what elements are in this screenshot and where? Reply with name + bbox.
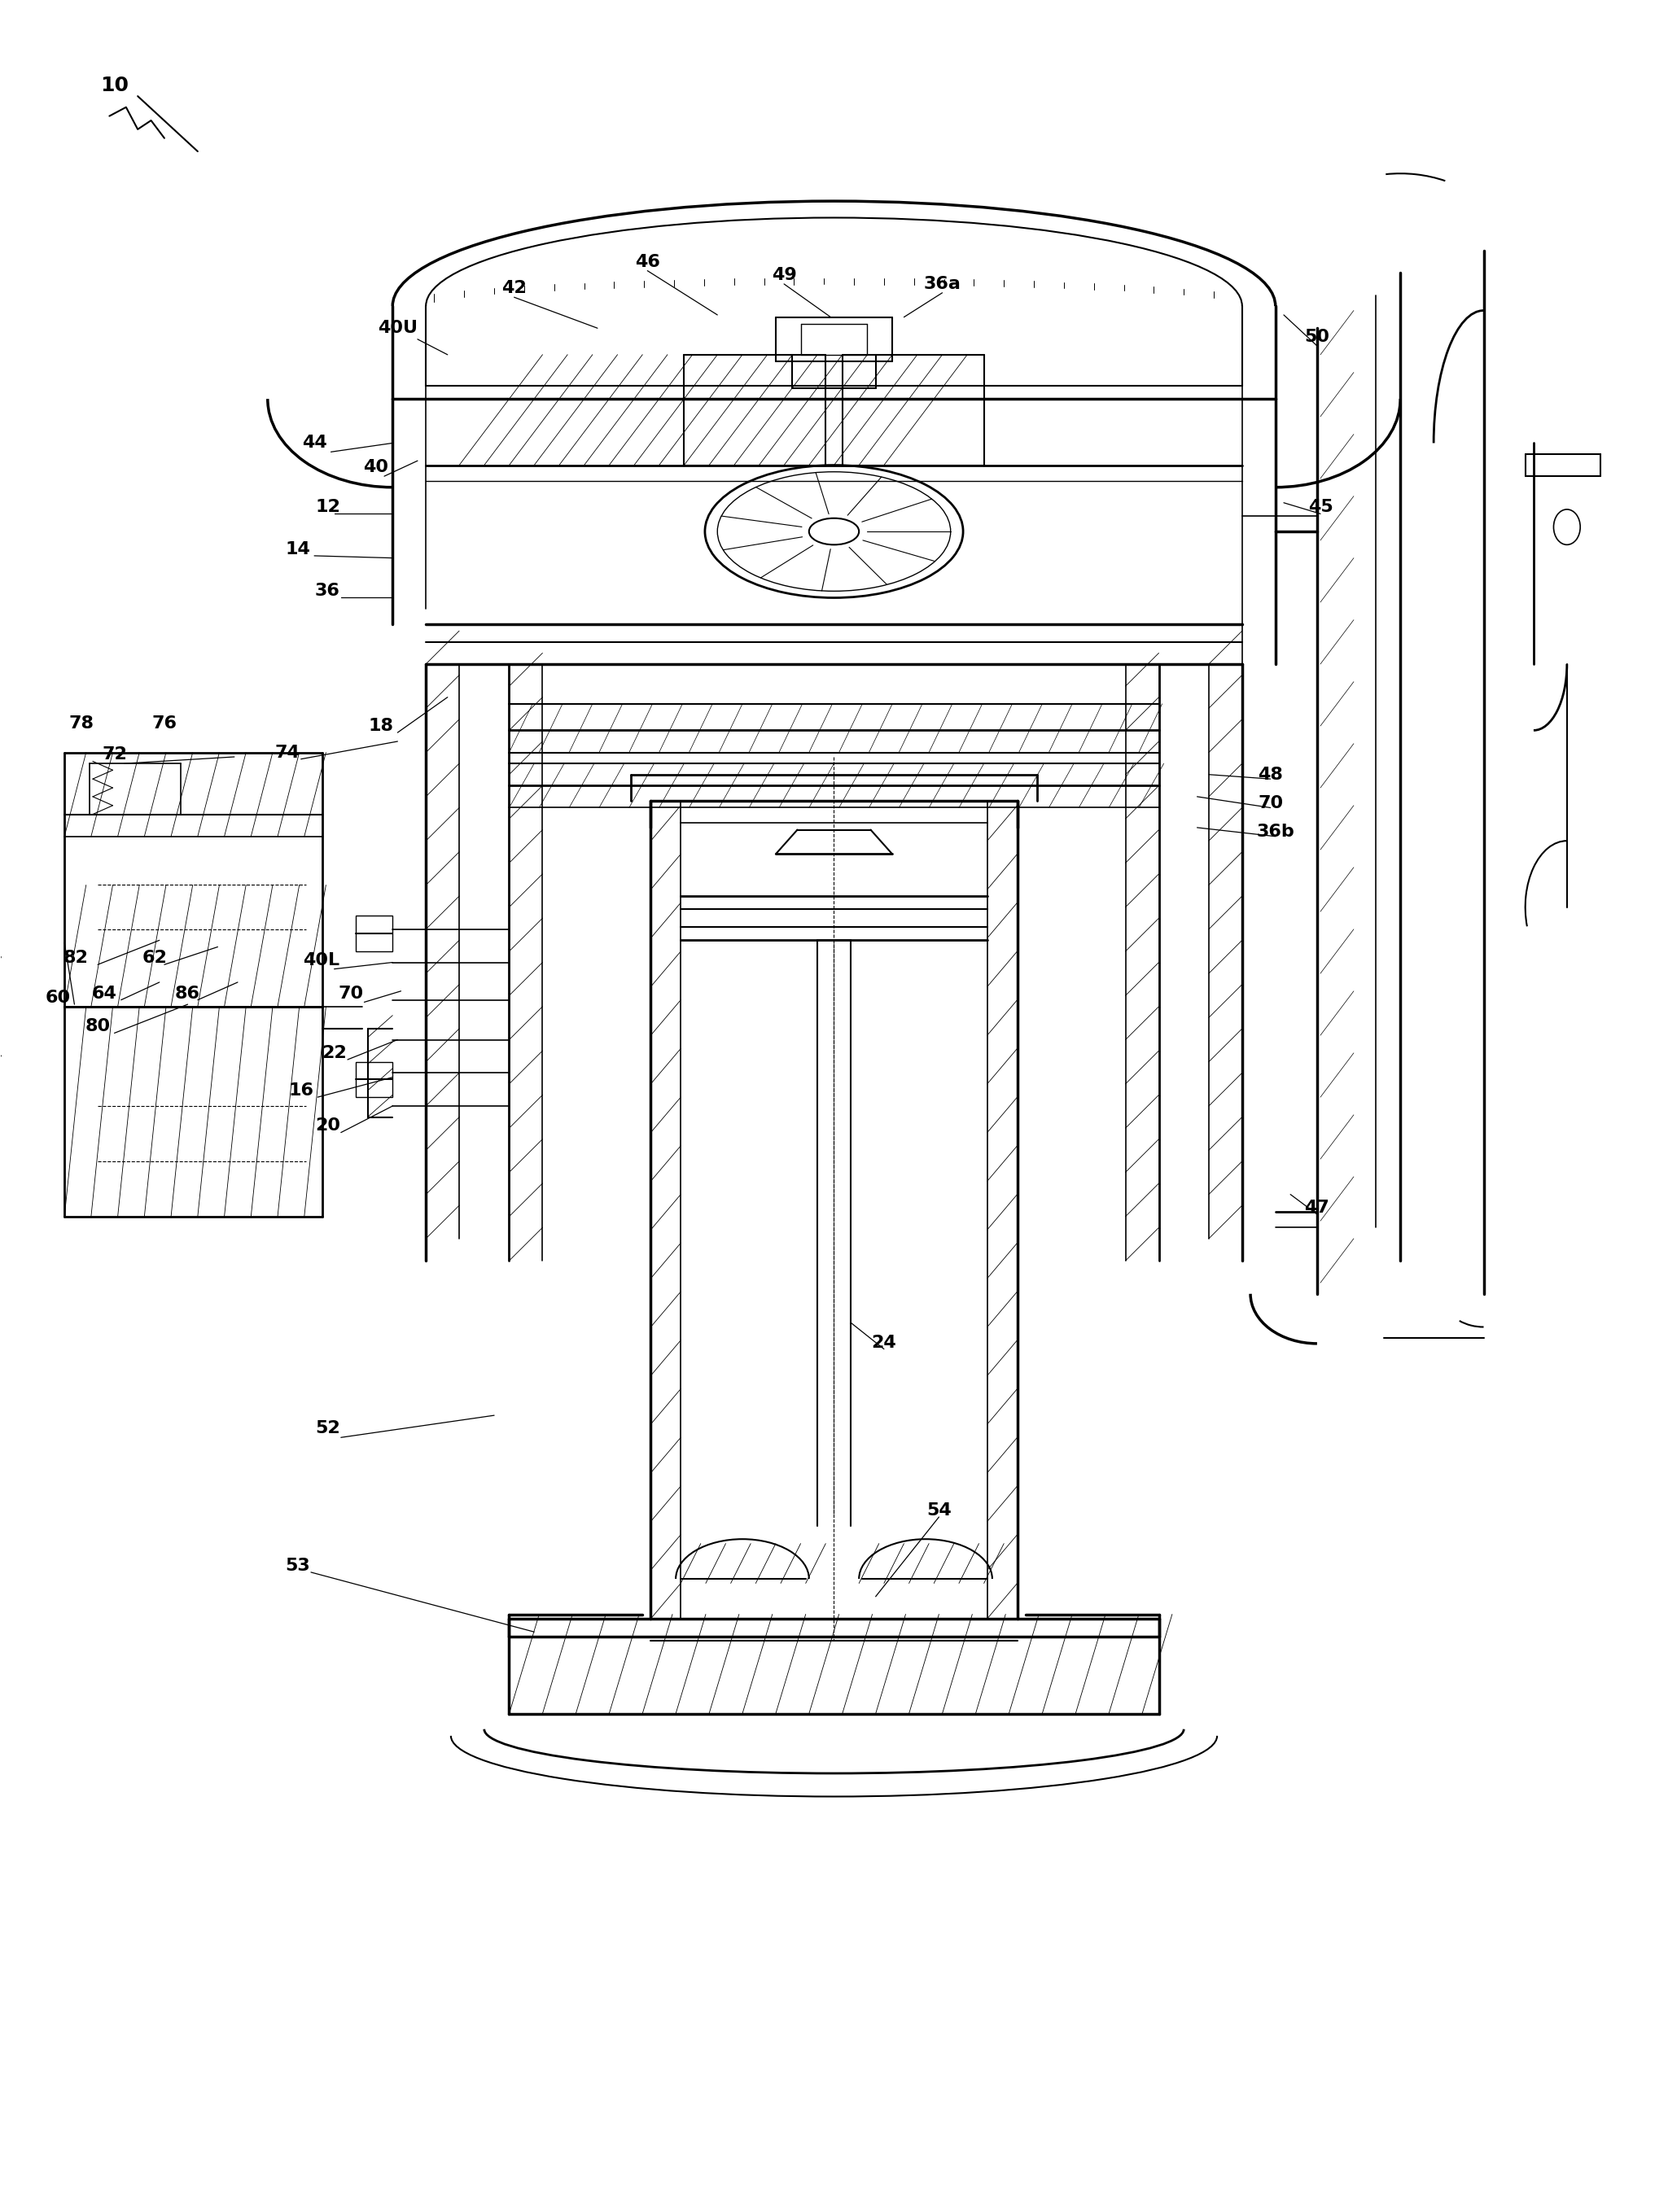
Text: 64: 64: [92, 984, 117, 1002]
Text: 36a: 36a: [924, 276, 961, 292]
Text: 12: 12: [315, 500, 340, 515]
Bar: [355, 1062, 392, 1097]
Text: 44: 44: [302, 436, 327, 451]
Text: 16: 16: [289, 1082, 314, 1099]
Text: 18: 18: [369, 717, 394, 734]
Text: 20: 20: [315, 1117, 340, 1135]
Text: 45: 45: [1308, 500, 1333, 515]
Text: 46: 46: [636, 254, 661, 270]
Text: 49: 49: [772, 268, 797, 283]
Text: 60: 60: [45, 989, 70, 1006]
Text: 78: 78: [68, 714, 93, 732]
Text: 70: 70: [339, 984, 364, 1002]
Text: 40U: 40U: [377, 321, 417, 336]
Text: 22: 22: [322, 1044, 347, 1062]
Text: 86: 86: [175, 984, 200, 1002]
Text: 53: 53: [285, 1557, 310, 1573]
Text: 42: 42: [502, 281, 527, 296]
Text: 48: 48: [1258, 765, 1283, 783]
Text: 14: 14: [285, 542, 310, 557]
Text: 24: 24: [871, 1334, 896, 1352]
Text: 40: 40: [364, 460, 389, 476]
Text: 40L: 40L: [302, 951, 339, 969]
Text: 54: 54: [926, 1502, 951, 1517]
Text: 80: 80: [85, 1018, 110, 1035]
Text: 74: 74: [275, 743, 300, 761]
Bar: [355, 916, 392, 951]
Text: 36b: 36b: [1256, 823, 1294, 841]
Text: 72: 72: [102, 745, 127, 763]
Text: 47: 47: [1304, 1199, 1329, 1217]
Text: 82: 82: [63, 949, 88, 967]
Text: 36: 36: [315, 584, 340, 599]
Text: 10: 10: [100, 75, 128, 95]
Text: 62: 62: [142, 949, 167, 967]
Text: 52: 52: [315, 1420, 340, 1438]
Text: 76: 76: [152, 714, 177, 732]
Text: 50: 50: [1304, 330, 1329, 345]
Text: 70: 70: [1258, 794, 1283, 812]
